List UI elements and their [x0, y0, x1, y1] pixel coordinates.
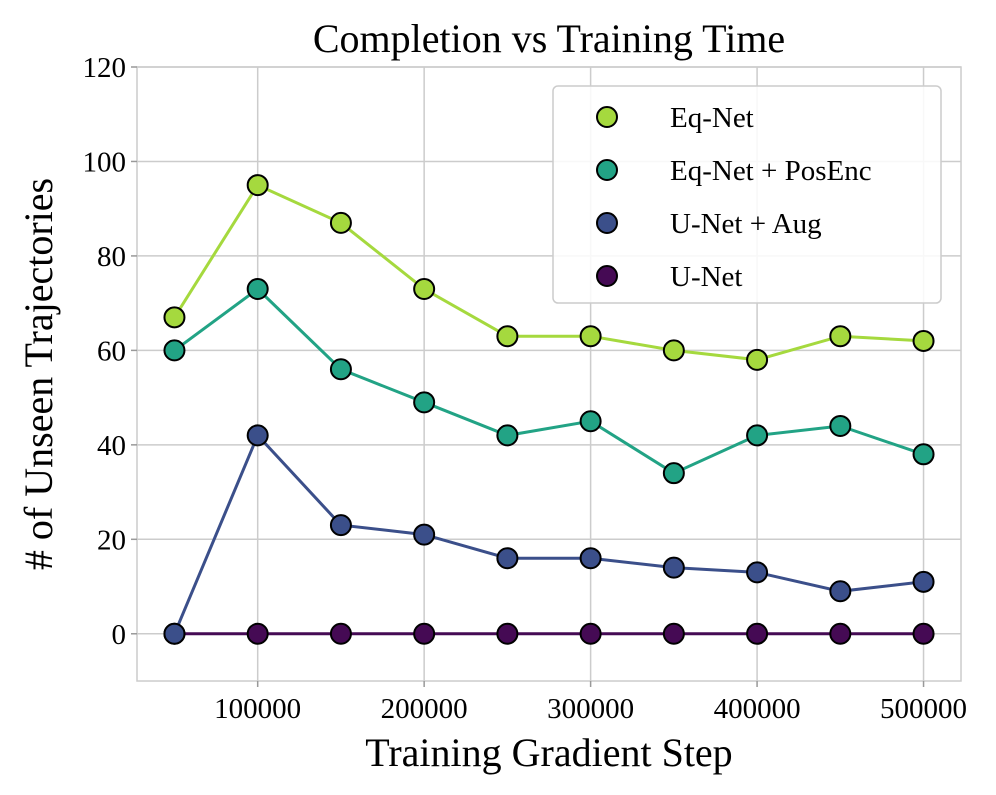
plot-frame [136, 66, 962, 682]
data-point [329, 514, 352, 537]
series-eq-net [163, 174, 935, 371]
data-point [662, 462, 685, 485]
data-point [912, 622, 935, 645]
y-tick-label: 40 [97, 430, 126, 462]
data-point [413, 523, 436, 546]
legend: Eq-Net Eq-Net + PosEnc U-Net + Aug U-Net [552, 85, 942, 304]
y-tick-label: 100 [83, 146, 127, 178]
data-point [246, 277, 269, 300]
data-point [413, 277, 436, 300]
data-point [829, 580, 852, 603]
series-u-net-aug [163, 424, 935, 645]
data-point [329, 358, 352, 381]
data-point [246, 174, 269, 197]
data-point [912, 329, 935, 352]
data-point [329, 622, 352, 645]
legend-label: Eq-Net [670, 102, 754, 134]
data-point [579, 547, 602, 570]
data-point [246, 424, 269, 447]
x-tick-label: 200000 [381, 693, 468, 725]
data-point [579, 410, 602, 433]
series-line [173, 287, 924, 475]
y-tick-label: 60 [97, 335, 126, 367]
data-point [746, 424, 769, 447]
x-tick-label: 300000 [547, 693, 634, 725]
legend-label: U-Net + Aug [670, 208, 822, 240]
data-point [912, 570, 935, 593]
chart-title: Completion vs Training Time [313, 16, 785, 61]
data-point [662, 622, 685, 645]
y-tick-label: 80 [97, 241, 126, 273]
data-point [829, 414, 852, 437]
legend-box [552, 85, 942, 304]
data-point [329, 211, 352, 234]
data-point [746, 561, 769, 584]
data-point [746, 622, 769, 645]
data-point [413, 622, 436, 645]
y-tick-label: 120 [83, 52, 127, 84]
axis-ticks: 100000 200000 300000 400000 500000 0 20 40 60 80 1… [83, 52, 968, 725]
data-point [662, 339, 685, 362]
series-u-net [163, 622, 935, 645]
x-axis-label: Training Gradient Step [365, 730, 732, 775]
y-axis-label: # of Unseen Trajectories [16, 178, 61, 570]
x-tick-label: 400000 [714, 693, 801, 725]
legend-marker [596, 265, 618, 287]
series-line [173, 432, 924, 635]
legend-marker [596, 212, 618, 234]
data-point [246, 622, 269, 645]
data-point [413, 391, 436, 414]
data-point [163, 306, 186, 329]
data-point [829, 325, 852, 348]
data-point [579, 622, 602, 645]
x-tick-label: 100000 [214, 693, 301, 725]
data-point [829, 622, 852, 645]
legend-marker [596, 159, 618, 181]
data-point [496, 325, 519, 348]
y-tick-label: 20 [97, 524, 126, 556]
data-point [163, 339, 186, 362]
legend-label: U-Net [670, 261, 742, 293]
data-point [746, 348, 769, 371]
data-point [496, 622, 519, 645]
data-point [496, 547, 519, 570]
y-tick-label: 0 [112, 619, 127, 651]
data-point [662, 556, 685, 579]
series-group [163, 174, 935, 645]
data-point [496, 424, 519, 447]
data-point [163, 622, 186, 645]
data-point [579, 325, 602, 348]
series-eq-net-posenc [163, 277, 935, 485]
data-point [912, 443, 935, 466]
legend-label: Eq-Net + PosEnc [670, 155, 872, 187]
legend-marker [596, 106, 618, 128]
series-line [173, 183, 924, 362]
x-tick-label: 500000 [880, 693, 967, 725]
